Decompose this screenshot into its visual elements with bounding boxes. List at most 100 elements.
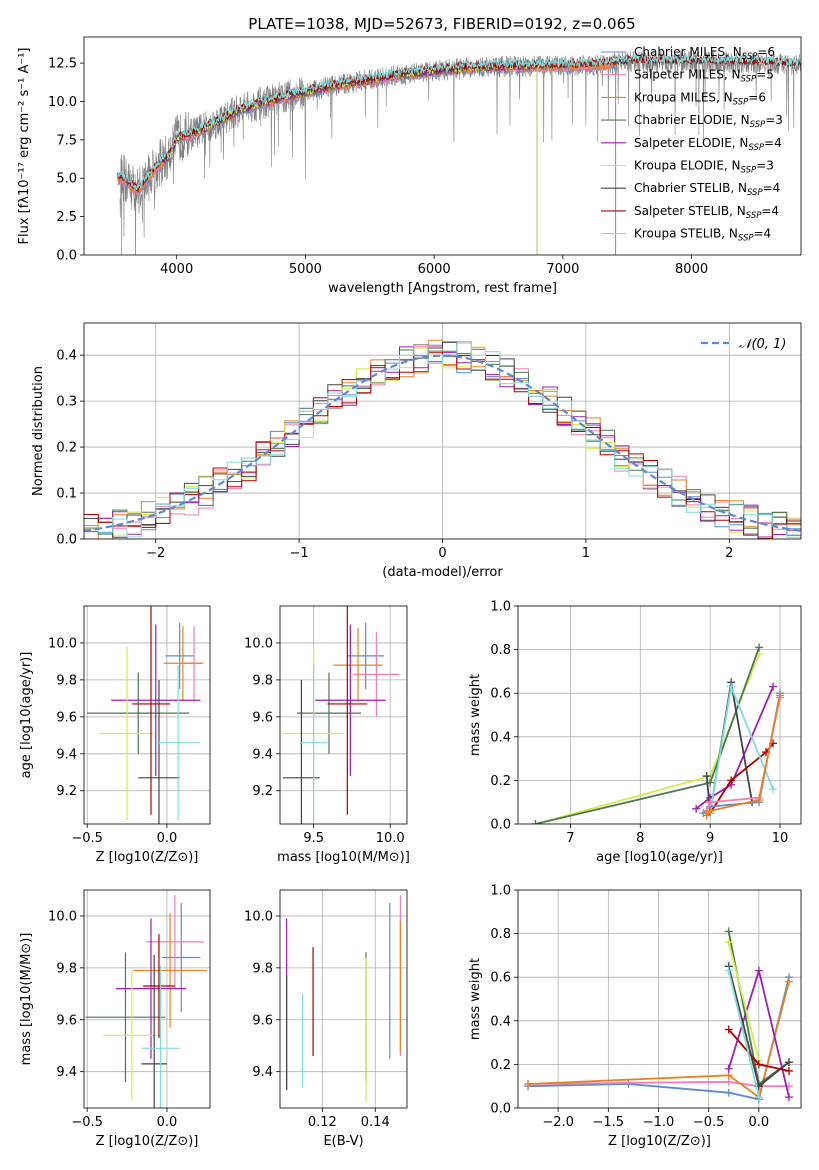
legend-subscript: SSP [738,234,754,244]
legend-subscript: SSP [747,188,763,198]
x-tick-label: 9 [706,831,714,846]
legend-entry: Salpeter STELIB, NSSP=4 [634,204,779,221]
series-marker [755,796,764,805]
grid-lines [280,606,407,824]
y-tick-label: 9.2 [56,784,77,799]
legend-entry: Salpeter MILES, NSSP=5 [634,68,774,85]
series-marker [784,977,793,986]
tick-labels: −0.5 0.0 9.4 9.6 9.8 10.0 [48,909,177,1130]
mass-vs-metallicity-panel: −0.5 0.0 9.4 9.6 9.8 10.0 Z [log10(Z/Z⊙)] mass … [19,889,211,1149]
series-marker [769,682,778,691]
legend-value: =6 [748,90,766,104]
x-tick-label: 8 [636,831,644,846]
residual-legend: 𝒩(0, 1) [701,337,786,352]
axes-frame [279,889,408,1109]
legend-value: =3 [765,113,783,127]
figure-title: PLATE=1038, MJD=52673, FIBERID=0192, z=0… [248,15,635,33]
tick-labels: −2.0 −1.5 −1.0 −0.5 0.0 0.0 0.2 0.4 0.6 0.8 1.0 [490,884,769,1131]
data-point-chabrier-miles [162,902,201,1012]
y-tick-label: 0.4 [56,349,77,364]
series-marker [706,806,715,815]
legend-subscript: SSP [741,166,757,176]
y-tick-label: 9.8 [56,961,77,976]
grid-lines [518,890,801,1108]
series-salpeter-elodie [724,966,793,1102]
legend-text: Kroupa STELIB, N [634,227,738,241]
axes-frame [517,605,802,825]
series-marker [724,927,733,936]
series-marker [724,1025,733,1034]
series-line [527,1080,789,1088]
x-axis-label: E(B-V) [323,1134,363,1149]
y-tick-label: 0.0 [490,1102,511,1117]
data-point-salpeter-stelib [143,934,175,1038]
y-tick-label: 0.0 [56,533,77,548]
legend-value: =3 [756,159,774,173]
x-axis-label: Z [log10(Z/Z⊙)] [96,850,199,865]
y-tick-label: 9.4 [252,747,273,762]
data-point-kroupa-miles [333,628,383,703]
series-marker [784,1066,793,1075]
x-axis-label: Z [log10(Z/Z⊙)] [608,1134,711,1149]
x-tick-label: 10.0 [376,831,405,846]
y-tick-label: 0.2 [490,774,511,789]
x-axis-label: (data-model)/error [382,565,503,580]
x-tick-label: −0.5 [71,1115,103,1130]
legend-entry: Kroupa STELIB, NSSP=4 [634,227,771,244]
series-chabrier-stelib [724,962,793,1091]
y-tick-label: 9.8 [252,961,273,976]
axes-frame [83,605,211,825]
data-point-kroupa-miles [163,626,203,701]
series-kroupa-stelib [724,966,763,1102]
axes-frame [83,889,211,1109]
legend-text: Kroupa ELODIE, N [634,159,741,173]
x-tick-label: −0.5 [71,831,103,846]
x-tick-label: 0.12 [308,1115,337,1130]
y-tick-label: 9.4 [56,1065,77,1080]
x-tick-label: −1.5 [593,1115,625,1130]
residual-histogram-kroupa-stelib [84,342,801,538]
legend-subscript: SSP [742,52,758,62]
series-marker [769,785,778,794]
residuals-panel: −2 −1 0 1 2 0.0 0.1 0.2 0.3 0.4 (data-model)/error… [31,322,802,580]
plot-area [84,606,210,824]
series-marker [754,1060,763,1069]
data-point-salpeter-elodie [115,918,187,1059]
series-kroupa-miles [702,691,785,820]
plot-area [84,323,801,539]
legend-value: =5 [756,68,774,82]
x-axis-label: Z [log10(Z/Z⊙)] [96,1134,199,1149]
plot-area [117,50,801,255]
data-point-salpeter-elodie [315,624,386,776]
legend-text: Salpeter ELODIE, N [634,136,748,150]
x-tick-label: 0.0 [749,1115,770,1130]
x-tick-label: 0.0 [157,1115,178,1130]
y-axis-label: mass [log10(M/M⊙)] [19,933,34,1066]
y-tick-label: 2.5 [56,210,77,225]
legend-value: =4 [761,204,779,218]
data-point-salpeter-elodie [111,624,201,776]
legend-entry: Chabrier MILES, NSSP=6 [634,45,775,62]
data-point-chabrier-stelib [141,954,167,1108]
y-tick-label: 10.0 [48,909,77,924]
series-marker [727,682,736,691]
data-point-salpeter-miles [146,895,204,989]
y-tick-label: 9.6 [252,710,273,725]
data-point-chabrier-elodie [87,672,190,754]
series-line [727,942,760,1061]
tick-labels: 0.12 0.14 9.4 9.6 9.8 10.0 [244,909,390,1130]
series-line [705,695,781,816]
x-tick-label: 10 [772,831,789,846]
data-point-salpeter-miles [353,631,400,717]
series-kroupa-elodie [724,938,763,1065]
series-marker [531,820,540,824]
x-tick-label: −0.5 [693,1115,725,1130]
data-point-chabrier-stelib [283,679,320,824]
data-point-chabrier-stelib [138,679,180,824]
y-axis-label: Flux [fλ10⁻¹⁷ erg cm⁻² s⁻¹ A⁻¹] [17,48,32,245]
weight-vs-age-panel: 7 8 9 10 0.0 0.2 0.4 0.6 0.8 1.0 age [log10(age/yr… [468,600,802,865]
series-marker [724,966,733,975]
series-marker [724,1064,733,1073]
data-point-chabrier-elodie [296,672,362,754]
